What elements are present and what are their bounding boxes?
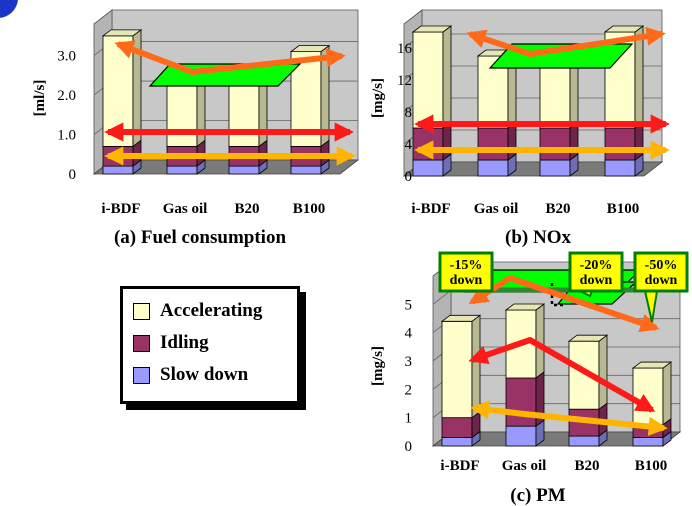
orange-arrow <box>114 40 346 75</box>
legend-swatch-slow-down <box>133 366 150 384</box>
callout-text: -15% <box>450 258 483 273</box>
callout-text: down <box>450 273 483 288</box>
bar-idling <box>604 127 636 161</box>
legend-swatch-accelerating <box>133 302 150 320</box>
y-tick-label: 4 <box>405 326 413 342</box>
y-tick-label: 3.0 <box>57 49 76 65</box>
legend-label-accelerating: Accelerating <box>160 300 263 321</box>
legend-item-accelerating: Accelerating <box>133 295 287 327</box>
callout-3: -50%down <box>633 251 689 323</box>
y-axis-label: [mg/s] <box>370 78 386 118</box>
bar-slow-down <box>228 165 260 175</box>
bar-side <box>471 314 481 419</box>
bar-slow-down <box>166 165 198 175</box>
bar-top <box>101 29 143 37</box>
x-tick-label: Gas oil <box>474 201 519 217</box>
callout-text: -50% <box>645 258 678 273</box>
y-tick-label: 12 <box>397 73 412 89</box>
y-tick-label: 2 <box>405 382 413 398</box>
bar-slow-down <box>604 159 636 177</box>
bar-slow-down <box>505 425 537 447</box>
legend-label-idling: Idling <box>160 332 209 353</box>
x-tick-label: B20 <box>234 201 259 217</box>
callout-text: down <box>645 273 678 288</box>
bar-slow-down <box>632 437 664 447</box>
y-tick-label: 0 <box>405 169 413 185</box>
y-axis-label: [ml/s] <box>32 80 48 117</box>
panel-pm: 0 1 2 3 4 5 i-BDF Gas oil B20 B100 [mg/s] (c) PM <box>370 261 682 506</box>
y-tick-label: 5 <box>405 297 413 313</box>
y-tick-label: 16 <box>397 41 413 57</box>
legend-item-idling: Idling <box>133 327 287 359</box>
y-tick-label: 3 <box>405 354 413 370</box>
bar-idling <box>505 377 537 427</box>
chart-title: (a) Fuel consumption <box>114 227 287 248</box>
x-tick-label: B100 <box>293 201 326 217</box>
orange-arrow <box>466 26 666 57</box>
bar-slow-down <box>290 165 322 175</box>
bar-slow-down <box>102 165 134 175</box>
yellow-arrow <box>470 400 668 437</box>
callout-2: -20%down <box>568 251 624 298</box>
bar-slow-down <box>412 159 444 177</box>
gridline-side <box>432 290 452 305</box>
chart-title: (c) PM <box>510 485 565 506</box>
y-tick-label: 4 <box>405 137 413 153</box>
bar-slow-down <box>539 159 571 177</box>
bar-idling <box>539 127 571 161</box>
red-arrow <box>468 337 656 413</box>
bar-side <box>507 121 517 161</box>
y-axis-label: [mg/s] <box>370 346 386 386</box>
y-tick-label: 0 <box>69 167 77 183</box>
x-tick-label: Gas oil <box>163 201 208 217</box>
bar-side <box>662 361 672 426</box>
y-tick-label: 2.0 <box>57 88 76 104</box>
callout-box <box>568 251 624 293</box>
legend-label-slow-down: Slow down <box>160 364 249 385</box>
callout-box <box>438 251 494 293</box>
bar-side <box>634 121 644 161</box>
bar-slow-down <box>568 435 600 447</box>
bar-slow-down <box>477 159 509 177</box>
bar-top <box>411 25 453 33</box>
y-tick-label: 8 <box>405 105 413 121</box>
bar-top <box>567 334 609 342</box>
bar-side <box>598 334 608 410</box>
y-tick-label: 1 <box>405 411 413 427</box>
x-tick-label: i-BDF <box>101 201 140 217</box>
x-tick-label: B20 <box>574 458 599 474</box>
bar-side <box>634 25 644 129</box>
x-tick-label: i-BDF <box>411 201 450 217</box>
x-tick-label: B20 <box>545 201 570 217</box>
x-tick-label: i-BDF <box>440 458 479 474</box>
x-tick-label: B100 <box>607 201 640 217</box>
legend-item-slow-down: Slow down <box>133 359 287 391</box>
bar-side <box>442 25 452 129</box>
y-tick-label: 0 <box>405 439 413 455</box>
callout-text: -20% <box>580 258 613 273</box>
x-tick-label: Gas oil <box>502 458 547 474</box>
y-tick-label: 1.0 <box>57 128 76 144</box>
bar-slow-down <box>441 437 473 447</box>
chart-title: (b) NOx <box>505 227 571 248</box>
bar-accelerating <box>441 320 473 419</box>
bar-accelerating <box>632 367 664 426</box>
x-tick-label: B100 <box>635 458 668 474</box>
bar-idling <box>477 127 509 161</box>
bar-side <box>442 121 452 161</box>
bar-idling <box>412 127 444 161</box>
bar-accelerating <box>412 31 444 129</box>
callout-1: -15%down <box>438 251 494 293</box>
orange-arrow <box>468 275 660 333</box>
legend-swatch-idling <box>133 334 150 352</box>
callout-text: down <box>580 273 613 288</box>
callout-box <box>633 251 689 293</box>
bar-side <box>569 121 579 161</box>
legend: Accelerating Idling Slow down <box>120 286 300 404</box>
bar-idling <box>441 417 473 438</box>
